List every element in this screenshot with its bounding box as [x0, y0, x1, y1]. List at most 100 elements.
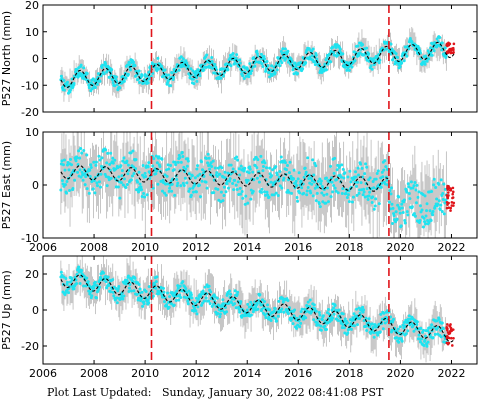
data-point — [345, 68, 349, 72]
data-point — [303, 166, 307, 170]
data-point — [203, 299, 207, 303]
data-point — [396, 203, 400, 207]
data-point — [259, 190, 263, 194]
data-point — [245, 308, 249, 312]
data-point — [278, 184, 282, 188]
recent-data-point — [446, 188, 450, 191]
data-point — [405, 190, 409, 194]
data-point — [111, 290, 115, 294]
data-point — [336, 191, 340, 195]
data-point — [417, 190, 421, 194]
data-point — [327, 308, 331, 312]
data-point — [406, 329, 410, 333]
data-point — [226, 186, 230, 190]
data-point — [215, 296, 219, 300]
data-point — [195, 164, 199, 168]
data-point — [379, 312, 383, 316]
data-point — [65, 80, 69, 84]
data-point — [116, 287, 120, 291]
data-point — [425, 209, 429, 213]
data-point — [111, 156, 115, 160]
data-point — [158, 169, 162, 173]
data-point — [176, 160, 180, 164]
data-point — [132, 289, 136, 293]
recent-data-point — [446, 50, 449, 53]
y-tick-label: 10 — [25, 126, 39, 139]
data-point — [330, 176, 334, 180]
data-point — [102, 72, 106, 76]
recent-data-point — [449, 47, 452, 51]
data-point — [334, 45, 338, 49]
data-point — [118, 86, 122, 90]
data-point — [376, 333, 380, 337]
data-point — [134, 158, 138, 162]
data-point — [372, 186, 376, 190]
data-point — [285, 164, 289, 168]
data-point — [221, 298, 225, 302]
data-point — [107, 75, 111, 79]
data-point — [144, 289, 148, 293]
data-point — [173, 193, 177, 197]
data-point — [126, 163, 130, 167]
data-point — [198, 172, 202, 176]
data-point — [381, 175, 385, 179]
data-point — [255, 52, 259, 56]
data-point — [90, 294, 94, 298]
data-point — [365, 165, 369, 169]
data-point — [422, 216, 426, 220]
data-point — [349, 327, 353, 331]
data-point — [118, 297, 122, 301]
data-point — [158, 164, 162, 168]
data-point — [257, 170, 261, 174]
data-point — [318, 205, 322, 209]
data-point — [295, 195, 299, 199]
data-point — [283, 161, 287, 165]
data-point — [354, 307, 358, 311]
data-point — [290, 59, 294, 63]
data-point — [93, 176, 97, 180]
data-point — [175, 178, 179, 182]
data-point — [402, 198, 406, 202]
data-point — [131, 165, 135, 169]
data-point — [313, 186, 317, 190]
data-point — [265, 190, 269, 194]
data-point — [95, 181, 99, 185]
data-point — [224, 310, 228, 314]
data-point — [355, 323, 359, 327]
data-point — [218, 312, 222, 316]
data-point — [394, 210, 398, 214]
data-point — [338, 47, 342, 51]
data-point — [146, 165, 150, 169]
data-point — [129, 151, 133, 155]
data-point — [286, 298, 290, 302]
data-point — [265, 60, 269, 64]
data-point — [271, 168, 275, 172]
data-point — [330, 308, 334, 312]
data-point — [238, 310, 242, 314]
data-point — [174, 163, 178, 167]
data-point — [256, 307, 260, 311]
data-point — [125, 183, 129, 187]
data-point — [423, 60, 427, 64]
x-tick-label: 2022 — [437, 367, 465, 380]
data-point — [227, 289, 231, 293]
data-point — [229, 163, 233, 167]
data-point — [138, 182, 142, 186]
data-point — [78, 168, 82, 172]
data-point — [262, 164, 266, 168]
data-point — [196, 174, 200, 178]
data-point — [75, 68, 79, 72]
data-point — [196, 305, 200, 309]
data-point — [177, 68, 181, 72]
data-point — [370, 322, 374, 326]
data-point — [403, 219, 407, 223]
data-point — [167, 305, 171, 309]
data-point — [419, 326, 423, 330]
data-point — [302, 175, 306, 179]
data-point — [172, 303, 176, 307]
data-point — [141, 163, 145, 167]
data-point — [109, 176, 113, 180]
data-point — [284, 308, 288, 312]
data-point — [263, 190, 267, 194]
